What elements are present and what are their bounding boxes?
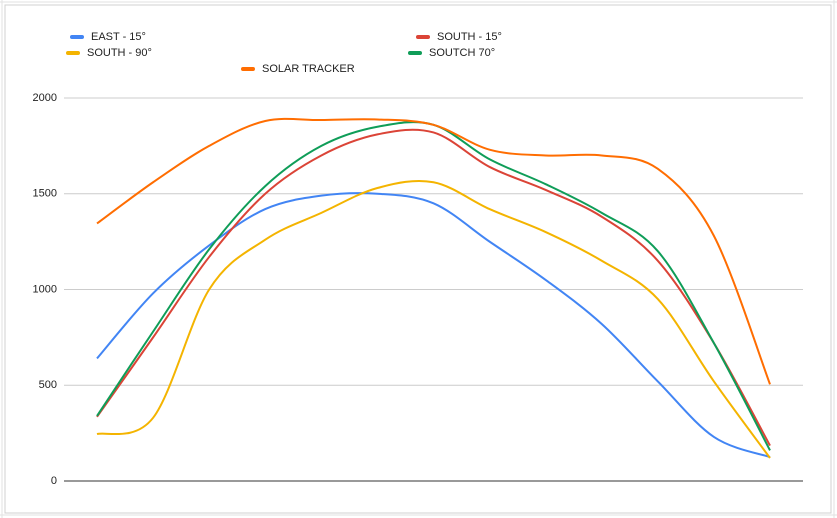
legend-label: SOLAR TRACKER — [262, 63, 355, 75]
chart-area — [4, 4, 832, 514]
y-tick-label: 0 — [51, 475, 57, 487]
series-line — [96, 179, 771, 459]
legend-label: EAST - 15° — [91, 31, 146, 43]
series-line — [96, 128, 771, 447]
y-tick-label: 1500 — [33, 188, 57, 200]
y-tick-label: 1000 — [33, 283, 57, 295]
series-line — [96, 192, 771, 459]
series-line — [96, 117, 771, 385]
legend-label: SOUTCH 70° — [429, 47, 495, 59]
legend-label: SOUTH - 90° — [87, 47, 152, 59]
plot: 0 500 1000 1500 2000 EAST - 15° SOUTH - 15° SOU… — [33, 31, 803, 487]
y-tick-label: 2000 — [33, 92, 57, 104]
legend-label: SOUTH - 15° — [437, 31, 502, 43]
y-tick-label: 500 — [39, 379, 57, 391]
